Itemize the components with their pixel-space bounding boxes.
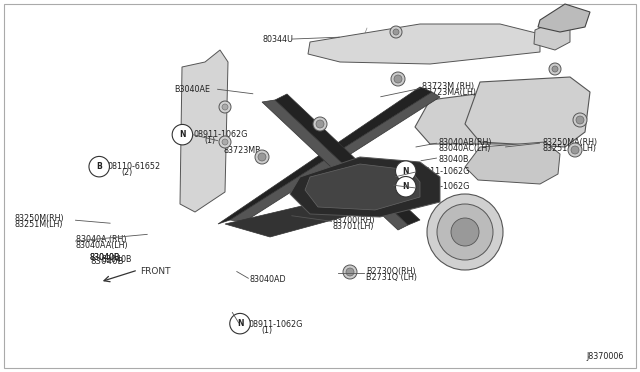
Text: 83251MA(LH): 83251MA(LH) xyxy=(543,144,596,153)
Text: 83250MA(RH): 83250MA(RH) xyxy=(543,138,598,147)
Circle shape xyxy=(568,143,582,157)
Text: N: N xyxy=(179,130,186,139)
Circle shape xyxy=(316,120,324,128)
Polygon shape xyxy=(262,100,408,230)
Polygon shape xyxy=(275,94,420,225)
Polygon shape xyxy=(538,4,590,32)
Circle shape xyxy=(576,116,584,124)
Circle shape xyxy=(573,113,587,127)
Circle shape xyxy=(313,117,327,131)
Text: 83040B: 83040B xyxy=(90,253,120,262)
Text: 08911-1062G: 08911-1062G xyxy=(193,130,248,139)
Text: B2731Q (LH): B2731Q (LH) xyxy=(366,273,417,282)
Circle shape xyxy=(427,194,503,270)
Circle shape xyxy=(396,161,416,182)
Text: (2): (2) xyxy=(122,168,133,177)
Text: 08911-1062G: 08911-1062G xyxy=(416,167,470,176)
Polygon shape xyxy=(415,87,545,144)
Text: (1): (1) xyxy=(205,136,216,145)
Circle shape xyxy=(219,101,231,113)
Text: 83040B: 83040B xyxy=(101,255,132,264)
Polygon shape xyxy=(290,157,440,217)
Text: FRONT: FRONT xyxy=(140,267,170,276)
Text: 83040AC(LH): 83040AC(LH) xyxy=(438,144,491,153)
Circle shape xyxy=(393,29,399,35)
Circle shape xyxy=(89,156,109,177)
Text: 83250M(RH): 83250M(RH) xyxy=(14,214,64,223)
Circle shape xyxy=(172,124,193,145)
Text: N: N xyxy=(237,319,243,328)
Circle shape xyxy=(255,150,269,164)
Circle shape xyxy=(396,176,416,197)
Circle shape xyxy=(222,104,228,110)
Text: 83723MA(LH): 83723MA(LH) xyxy=(422,88,476,97)
Circle shape xyxy=(391,72,405,86)
Text: (1): (1) xyxy=(428,188,438,197)
Polygon shape xyxy=(218,87,432,224)
Text: (1): (1) xyxy=(428,173,438,182)
Text: 83040AA(LH): 83040AA(LH) xyxy=(76,241,128,250)
Polygon shape xyxy=(308,24,540,64)
Polygon shape xyxy=(534,20,570,50)
Text: 08110-61652: 08110-61652 xyxy=(108,162,161,171)
Text: B2730Q(RH): B2730Q(RH) xyxy=(366,267,416,276)
Circle shape xyxy=(571,146,579,154)
Text: 83040AD: 83040AD xyxy=(250,275,286,284)
Circle shape xyxy=(394,75,402,83)
Text: 83040A (RH): 83040A (RH) xyxy=(76,235,126,244)
Circle shape xyxy=(390,26,402,38)
Text: 83723MB: 83723MB xyxy=(224,146,262,155)
Polygon shape xyxy=(230,92,440,222)
Text: 83701(LH): 83701(LH) xyxy=(333,222,374,231)
Circle shape xyxy=(343,265,357,279)
Polygon shape xyxy=(305,164,420,210)
Text: 83040B: 83040B xyxy=(90,253,120,262)
Text: 08911-1062G: 08911-1062G xyxy=(248,320,303,329)
Polygon shape xyxy=(465,77,590,147)
Polygon shape xyxy=(465,142,560,184)
Text: B3040AE: B3040AE xyxy=(174,85,210,94)
Text: B: B xyxy=(97,162,102,171)
Polygon shape xyxy=(180,50,228,212)
Text: (1): (1) xyxy=(261,326,272,335)
Polygon shape xyxy=(225,197,380,237)
Text: 83040B: 83040B xyxy=(438,155,469,164)
Circle shape xyxy=(258,153,266,161)
Text: 83251M(LH): 83251M(LH) xyxy=(14,220,63,229)
Circle shape xyxy=(552,66,558,72)
Text: N: N xyxy=(403,167,409,176)
Circle shape xyxy=(549,63,561,75)
Text: J8370006: J8370006 xyxy=(587,352,624,361)
Text: N: N xyxy=(403,182,409,191)
Circle shape xyxy=(437,204,493,260)
Circle shape xyxy=(230,313,250,334)
Text: 80344U: 80344U xyxy=(262,35,293,44)
Text: 08911-1062G: 08911-1062G xyxy=(416,182,470,191)
Circle shape xyxy=(346,268,354,276)
Circle shape xyxy=(219,136,231,148)
Text: 83723M (RH): 83723M (RH) xyxy=(422,82,474,91)
Text: 83700(RH): 83700(RH) xyxy=(333,216,376,225)
Text: 83040AB(RH): 83040AB(RH) xyxy=(438,138,492,147)
Circle shape xyxy=(451,218,479,246)
Circle shape xyxy=(222,139,228,145)
Text: 83040B: 83040B xyxy=(90,257,124,266)
